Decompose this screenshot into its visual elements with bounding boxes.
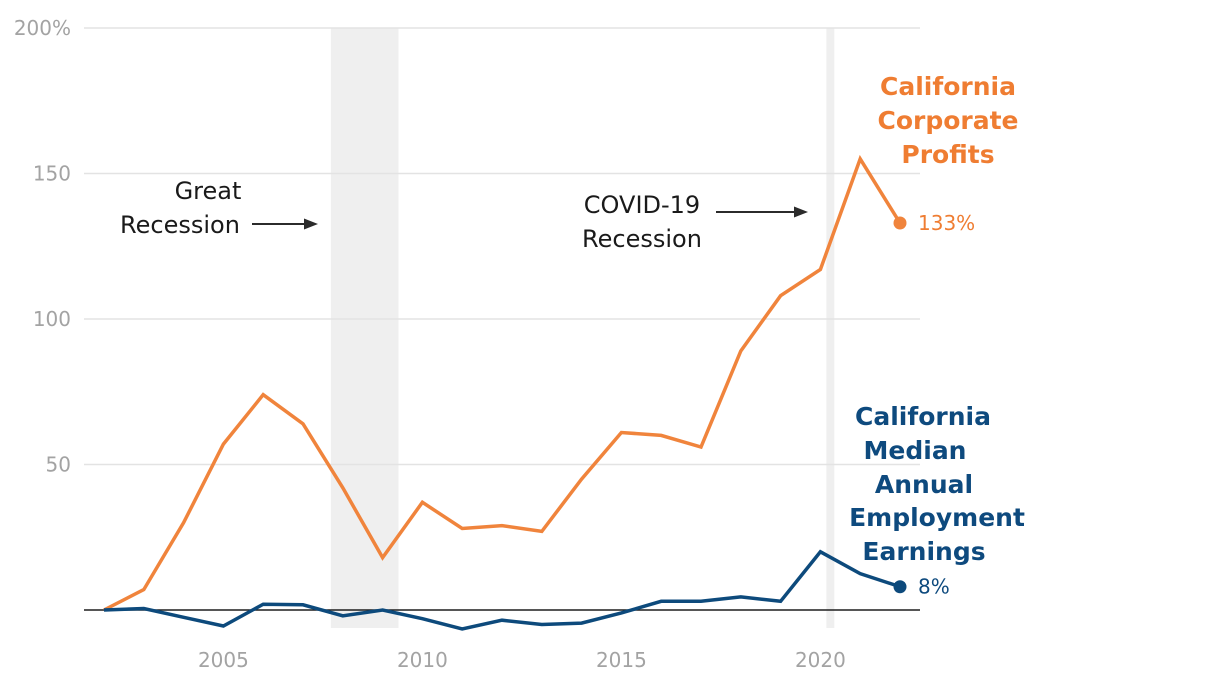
covid-recession-label-line-2: Recession <box>582 225 702 253</box>
profits-label-line-3: Profits <box>901 140 994 169</box>
x-tick-label-2020: 2020 <box>795 648 846 672</box>
profits-label-line-2: Corporate <box>877 106 1018 135</box>
axis-tick-labels: 200% 150 100 50 2005 2010 2015 2020 <box>14 16 846 672</box>
covid-recession-annotation: COVID-19 Recession <box>582 191 808 253</box>
y-tick-label-50: 50 <box>46 453 71 477</box>
series-lines <box>103 154 902 631</box>
covid-recession-label-line-1: COVID-19 <box>584 191 700 219</box>
series-endpoints: 133% 8% <box>893 211 975 599</box>
earnings-series-label: California Median Annual Employment Earn… <box>849 402 1025 566</box>
great-recession-label-line-2: Recession <box>120 211 240 239</box>
covid-recession-arrow-head <box>794 206 808 218</box>
profits-series-label: California Corporate Profits <box>877 72 1018 169</box>
y-tick-label-150: 150 <box>33 162 71 186</box>
endpoint-marker-california-corporate-profits <box>893 216 907 230</box>
series-line-california-median-annual-employment-earnings <box>103 549 901 631</box>
covid-19-recession-shading <box>826 28 835 628</box>
earnings-label-line-2: Median <box>864 436 967 465</box>
x-tick-label-2010: 2010 <box>397 648 448 672</box>
series-line-california-corporate-profits <box>103 154 902 612</box>
earnings-label-line-3: Annual <box>875 470 973 499</box>
great-recession-label-line-1: Great <box>175 177 242 205</box>
great-recession-arrow-head <box>304 218 318 230</box>
x-tick-label-2005: 2005 <box>198 648 249 672</box>
endpoint-label-california-median-annual-employment-earnings: 8% <box>918 575 950 599</box>
great-recession-annotation: Great Recession <box>120 177 318 239</box>
endpoint-marker-california-median-annual-employment-earnings <box>893 580 907 594</box>
y-tick-label-200: 200% <box>14 16 71 40</box>
earnings-label-line-4: Employment <box>849 503 1025 532</box>
earnings-label-line-5: Earnings <box>862 537 985 566</box>
gridlines <box>84 27 920 611</box>
profits-label-line-1: California <box>880 72 1016 101</box>
endpoint-label-california-corporate-profits: 133% <box>918 211 975 235</box>
x-tick-label-2015: 2015 <box>596 648 647 672</box>
y-tick-label-100: 100 <box>33 307 71 331</box>
earnings-label-line-1: California <box>855 402 991 431</box>
great-recession-shading <box>330 28 399 628</box>
